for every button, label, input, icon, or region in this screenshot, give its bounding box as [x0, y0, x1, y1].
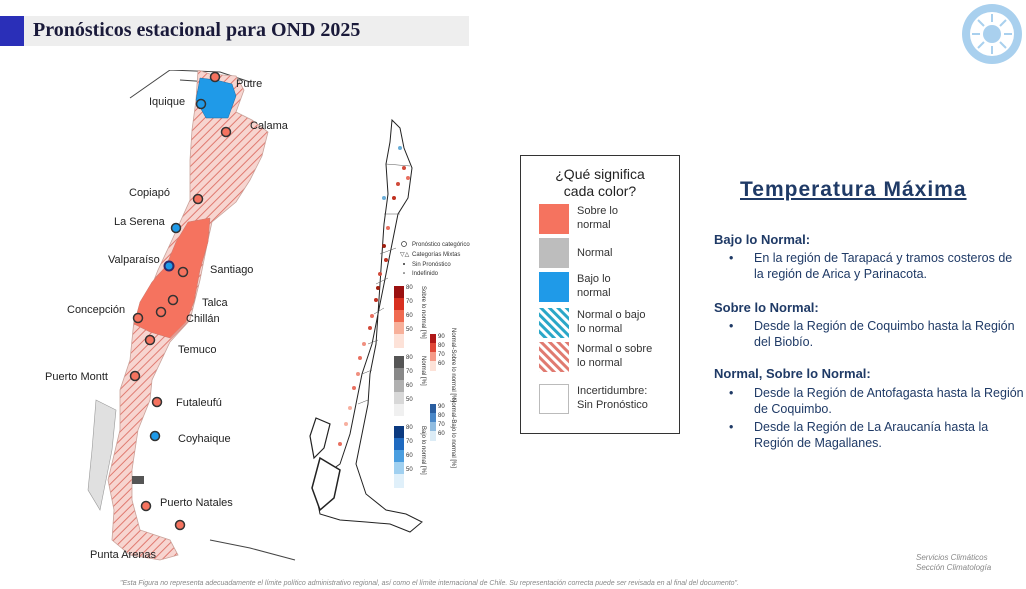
- svg-text:70: 70: [438, 422, 445, 428]
- city-label: Calama: [250, 120, 289, 132]
- svg-text:80: 80: [406, 285, 413, 291]
- svg-text:70: 70: [406, 369, 413, 375]
- title-bar: Pronósticos estacional para OND 2025: [0, 16, 469, 46]
- svg-text:90: 90: [438, 334, 445, 340]
- svg-text:60: 60: [406, 453, 413, 459]
- svg-text:60: 60: [438, 361, 445, 367]
- region-above-normal: [133, 217, 211, 339]
- city-label: Copiapó: [129, 187, 170, 199]
- svg-text:80: 80: [438, 413, 445, 419]
- city-label: Puerto Natales: [160, 497, 233, 509]
- legend-title: ¿Qué significa cada color?: [555, 166, 645, 199]
- section-heading: Sobre lo Normal:: [714, 300, 819, 315]
- svg-text:Normal-Bajo lo normal [%]: Normal-Bajo lo normal [%]: [450, 398, 456, 468]
- colorbar-mixed-below: 90 80 70 60 Normal-Bajo lo normal [%]: [430, 398, 456, 468]
- map-legend-mixed: Categorías Mixtas: [412, 252, 460, 258]
- svg-text:60: 60: [406, 313, 413, 319]
- city-label: Santiago: [210, 264, 253, 276]
- svg-text:▽△: ▽△: [400, 252, 410, 258]
- colorbar-below: 80 70 60 50 Bajo lo normal [%]: [394, 425, 426, 488]
- regional-detail-map: Pronóstico categórico ▽△ Categorías Mixt…: [309, 118, 470, 533]
- footnote: "Esta Figura no representa adecuadamente…: [120, 580, 739, 587]
- panel-title: Temperatura Máxima: [740, 178, 967, 201]
- page-title: Pronósticos estacional para OND 2025: [33, 19, 361, 41]
- city-label: Iquique: [149, 96, 185, 108]
- credit: Servicios Climáticos Sección Climatologí…: [916, 553, 992, 572]
- svg-text:60: 60: [406, 383, 413, 389]
- chile-forecast-map: Putre Iquique Calama Copiapó La Serena V…: [45, 70, 296, 561]
- svg-text:Sobre lo normal [%]: Sobre lo normal [%]: [420, 286, 426, 339]
- section-heading: Bajo lo Normal:: [714, 232, 811, 247]
- city-label: Temuco: [178, 344, 217, 356]
- color-legend: ¿Qué significa cada color? Sobre lo norma…: [520, 155, 680, 434]
- city-label: Chillán: [186, 313, 220, 325]
- svg-text:50: 50: [406, 397, 413, 403]
- svg-text:70: 70: [438, 352, 445, 358]
- city-label: Putre: [236, 78, 262, 90]
- map-legend-undefined: Indefinido: [412, 271, 439, 277]
- city-label: Futaleufú: [176, 397, 222, 409]
- city-label: Valparaíso: [108, 254, 160, 266]
- svg-text:50: 50: [406, 327, 413, 333]
- colorbar-mixed-above: 90 80 70 60 Normal-Sobre lo normal [%]: [430, 328, 456, 402]
- region-islands: [87, 399, 117, 511]
- svg-text:90: 90: [438, 404, 445, 410]
- svg-text:Bajo lo normal [%]: Bajo lo normal [%]: [420, 426, 426, 475]
- city-label: Puerto Montt: [45, 371, 108, 383]
- city-label: Punta Arenas: [90, 549, 157, 561]
- colorbar-normal: 80 70 60 50 Normal [%]: [394, 355, 426, 416]
- map-legend-none: Sin Pronóstico: [412, 262, 451, 268]
- svg-text:80: 80: [406, 425, 413, 431]
- svg-text:80: 80: [438, 343, 445, 349]
- title-accent: [0, 16, 24, 46]
- colorbar-above: 80 70 60 50 Sobre lo normal [%]: [394, 285, 426, 348]
- svg-text:50: 50: [406, 467, 413, 473]
- svg-text:Normal [%]: Normal [%]: [420, 356, 426, 386]
- city-label: La Serena: [114, 216, 166, 228]
- city-label: Talca: [202, 297, 229, 309]
- map-legend-categorical: Pronóstico categórico: [412, 242, 470, 248]
- svg-text:Normal-Sobre lo normal [%]: Normal-Sobre lo normal [%]: [450, 328, 456, 402]
- sun-emblem-icon: [962, 4, 1022, 64]
- city-label: Coyhaique: [178, 433, 231, 445]
- section-heading: Normal, Sobre lo Normal:: [714, 366, 871, 381]
- city-label: Concepción: [67, 304, 125, 316]
- svg-text:70: 70: [406, 299, 413, 305]
- svg-text:70: 70: [406, 439, 413, 445]
- svg-text:80: 80: [406, 355, 413, 361]
- svg-text:60: 60: [438, 431, 445, 437]
